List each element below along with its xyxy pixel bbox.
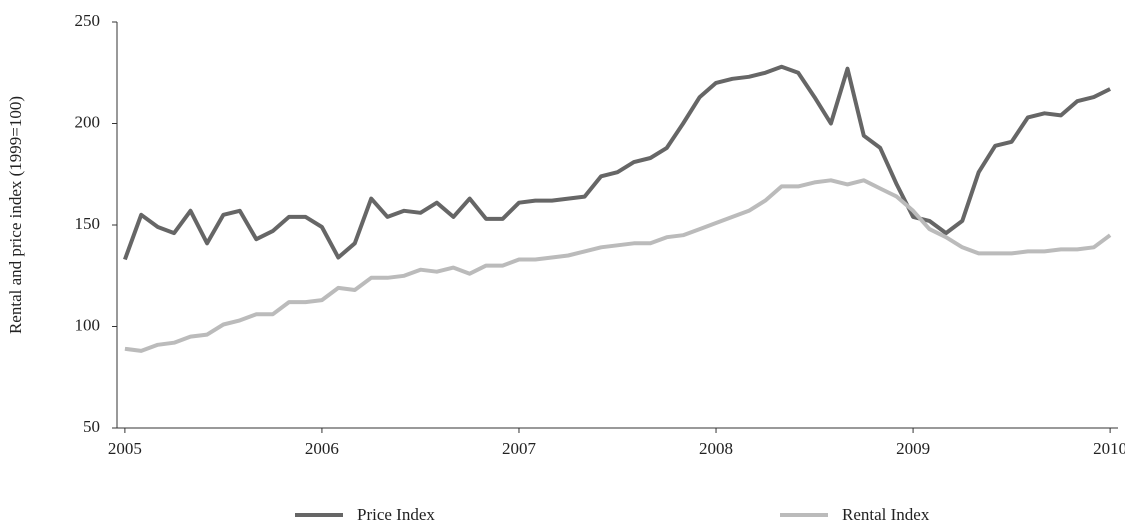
y-tick-label: 250 <box>75 11 101 30</box>
x-tick-label: 2010 <box>1093 439 1125 458</box>
series-line <box>123 64 1111 261</box>
y-tick-label: 50 <box>83 417 100 436</box>
x-tick-label: 2005 <box>108 439 142 458</box>
x-tick-label: 2009 <box>896 439 930 458</box>
y-tick-label: 100 <box>75 315 101 334</box>
x-tick-label: 2008 <box>699 439 733 458</box>
y-tick-label: 150 <box>75 214 101 233</box>
y-tick-label: 200 <box>75 112 101 131</box>
y-axis-label: Rental and price index (1999=100) <box>6 96 25 334</box>
x-tick-label: 2006 <box>305 439 339 458</box>
series-line <box>124 178 1112 353</box>
x-tick-label: 2007 <box>502 439 537 458</box>
legend-label: Rental Index <box>842 505 930 524</box>
legend-label: Price Index <box>357 505 435 524</box>
